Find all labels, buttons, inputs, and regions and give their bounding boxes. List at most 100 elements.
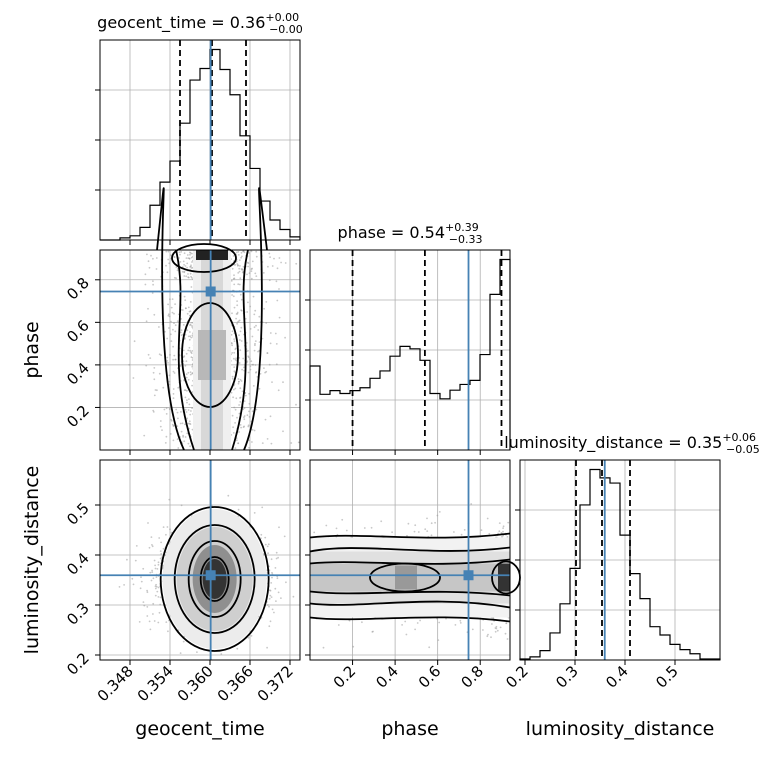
sample-point	[238, 283, 241, 286]
sample-point	[152, 602, 155, 605]
sample-point	[488, 532, 491, 535]
sample-point	[153, 367, 156, 369]
sample-point	[167, 250, 170, 253]
panel-title: luminosity_distance = 0.35+0.06 −0.05	[504, 431, 760, 456]
sample-point	[361, 621, 363, 624]
sample-point	[231, 377, 234, 380]
sample-point	[181, 270, 184, 273]
sample-point	[258, 315, 261, 318]
sample-point	[471, 628, 474, 631]
sample-point	[165, 250, 168, 253]
sample-point	[191, 252, 193, 255]
title-text: phase	[338, 223, 386, 242]
sample-point	[249, 368, 252, 371]
sample-point	[191, 428, 194, 431]
sample-point	[417, 531, 420, 533]
sample-point	[175, 277, 178, 280]
sample-point	[269, 589, 272, 592]
sample-point	[263, 367, 265, 369]
sample-point	[179, 253, 181, 256]
sample-point	[261, 506, 264, 509]
title-text: geocent_time	[97, 13, 206, 33]
sample-point	[247, 301, 249, 304]
sample-point	[169, 354, 171, 356]
sample-point	[233, 306, 236, 309]
sample-point	[250, 250, 253, 253]
contour-line	[159, 506, 270, 652]
sample-point	[236, 416, 238, 419]
sample-point	[274, 587, 277, 590]
sample-point	[501, 535, 503, 538]
sample-point	[190, 351, 192, 353]
contour-line	[309, 590, 511, 597]
sample-point	[230, 333, 233, 336]
density-cell	[498, 563, 510, 592]
sample-point	[266, 604, 269, 606]
sample-point	[243, 251, 246, 254]
sample-point	[401, 624, 403, 626]
sample-point	[152, 577, 155, 580]
sample-point	[247, 371, 250, 374]
sample-point	[189, 331, 191, 333]
sample-point	[234, 358, 237, 361]
sample-point	[248, 446, 251, 449]
sample-point	[172, 370, 175, 373]
sample-point	[502, 527, 504, 529]
sample-point	[147, 307, 149, 310]
sample-point	[166, 337, 169, 340]
sample-point	[268, 252, 271, 255]
sample-point	[173, 354, 176, 357]
title-plus: +0.39	[445, 221, 479, 234]
sample-point	[162, 547, 165, 550]
sample-point	[231, 267, 234, 270]
contour-line	[173, 524, 256, 634]
sample-point	[188, 398, 190, 400]
sample-point	[186, 432, 189, 435]
sample-point	[159, 420, 162, 422]
sample-point	[252, 363, 255, 366]
sample-point	[187, 273, 189, 275]
sample-point	[132, 583, 135, 586]
sample-point	[185, 411, 188, 413]
scatter-geocent_time-phase	[128, 187, 300, 451]
sample-point	[236, 304, 239, 307]
sample-point	[191, 324, 193, 327]
sample-point	[235, 357, 238, 360]
sample-point	[247, 355, 250, 358]
sample-point	[190, 286, 193, 288]
sample-point	[230, 391, 233, 394]
sample-point	[239, 401, 242, 403]
sample-point	[152, 283, 155, 286]
sample-point	[158, 326, 160, 328]
sample-point	[184, 333, 187, 336]
sample-point	[182, 349, 185, 352]
sample-point	[191, 384, 194, 387]
sample-point	[235, 317, 238, 320]
sample-point	[237, 264, 239, 267]
sample-point	[151, 292, 154, 294]
sample-point	[325, 524, 328, 527]
sample-point	[262, 272, 265, 274]
sample-point	[246, 414, 249, 417]
density-cell	[395, 565, 417, 590]
sample-point	[391, 531, 393, 534]
sample-point	[250, 277, 253, 280]
sample-point	[166, 526, 169, 528]
sample-point	[176, 320, 179, 322]
sample-point	[156, 389, 158, 392]
sample-point	[231, 414, 234, 417]
sample-point	[132, 377, 135, 379]
sample-point	[144, 273, 147, 276]
sample-point	[255, 408, 258, 411]
x-axis-label: phase	[381, 718, 438, 740]
sample-point	[428, 646, 431, 649]
sample-point	[157, 621, 160, 624]
sample-point	[237, 508, 240, 511]
sample-point	[173, 312, 175, 315]
sample-point	[190, 410, 192, 412]
sample-point	[502, 530, 504, 533]
sample-point	[276, 577, 279, 580]
title-plus: +0.06	[722, 431, 756, 444]
sample-point	[189, 445, 192, 448]
sample-point	[266, 352, 269, 354]
